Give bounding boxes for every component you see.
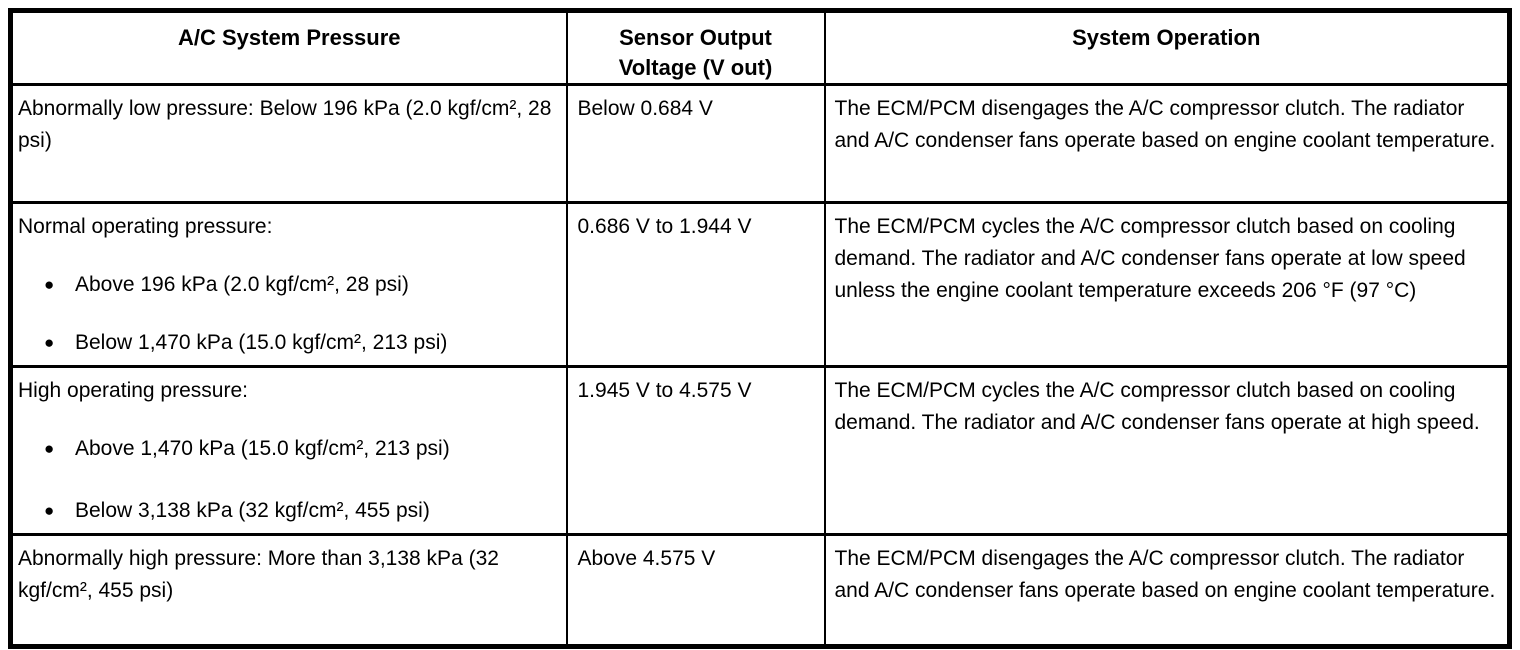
pressure-bullet: Above 1,470 kPa (15.0 kgf/cm², 213 psi)	[18, 433, 556, 465]
table-row-abnormally-high: Abnormally high pressure: More than 3,13…	[9, 533, 1511, 648]
pressure-intro: Normal operating pressure:	[18, 215, 273, 238]
table-row-normal-pressure: Normal operating pressure: Above 196 kPa…	[9, 201, 1511, 368]
operation-cell: The ECM/PCM disengages the A/C compresso…	[823, 533, 1511, 648]
pressure-bullet: Above 196 kPa (2.0 kgf/cm², 28 psi)	[18, 269, 556, 301]
pressure-intro: High operating pressure:	[18, 379, 248, 402]
voltage-cell: Above 4.575 V	[565, 533, 826, 648]
pressure-bullet-text: Below 3,138 kPa (32 kgf/cm², 455 psi)	[75, 499, 430, 522]
voltage-cell: 0.686 V to 1.944 V	[565, 201, 826, 368]
operation-cell: The ECM/PCM cycles the A/C compressor cl…	[823, 365, 1511, 536]
operation-text: The ECM/PCM disengages the A/C compresso…	[834, 97, 1496, 152]
voltage-text: 1.945 V to 4.575 V	[577, 379, 752, 402]
table-row-abnormally-low: Abnormally low pressure: Below 196 kPa (…	[9, 83, 1511, 204]
voltage-text: 0.686 V to 1.944 V	[577, 215, 752, 238]
operation-text: The ECM/PCM cycles the A/C compressor cl…	[834, 215, 1466, 302]
ac-pressure-sensor-table: A/C System Pressure Sensor Output Voltag…	[8, 8, 1512, 649]
pressure-text: Abnormally high pressure: More than 3,13…	[18, 547, 499, 602]
pressure-cell: High operating pressure: Above 1,470 kPa…	[9, 365, 568, 536]
header-row: A/C System Pressure Sensor Output Voltag…	[9, 9, 1511, 86]
pressure-cell: Abnormally high pressure: More than 3,13…	[9, 533, 568, 648]
column-header-voltage-label: Sensor Output Voltage (V out)	[618, 25, 773, 80]
pressure-bullet-text: Below 1,470 kPa (15.0 kgf/cm², 213 psi)	[75, 331, 448, 354]
bullet-icon	[44, 327, 54, 359]
pressure-bullet-list: Above 196 kPa (2.0 kgf/cm², 28 psi) Belo…	[18, 269, 556, 359]
operation-cell: The ECM/PCM disengages the A/C compresso…	[823, 83, 1511, 204]
column-header-operation-label: System Operation	[1072, 25, 1261, 50]
column-header-voltage: Sensor Output Voltage (V out)	[565, 9, 826, 86]
operation-cell: The ECM/PCM cycles the A/C compressor cl…	[823, 201, 1511, 368]
voltage-cell: 1.945 V to 4.575 V	[565, 365, 826, 536]
pressure-bullet-text: Above 196 kPa (2.0 kgf/cm², 28 psi)	[75, 273, 409, 296]
operation-text: The ECM/PCM cycles the A/C compressor cl…	[834, 379, 1480, 434]
column-header-pressure-label: A/C System Pressure	[177, 25, 401, 50]
voltage-cell: Below 0.684 V	[565, 83, 826, 204]
bullet-icon	[44, 495, 54, 527]
pressure-text: Abnormally low pressure: Below 196 kPa (…	[18, 97, 552, 152]
pressure-cell: Abnormally low pressure: Below 196 kPa (…	[9, 83, 568, 204]
table-row-high-pressure: High operating pressure: Above 1,470 kPa…	[9, 365, 1511, 536]
ac-pressure-sensor-table-wrap: A/C System Pressure Sensor Output Voltag…	[8, 8, 1512, 649]
voltage-text: Above 4.575 V	[577, 547, 716, 570]
voltage-text: Below 0.684 V	[577, 97, 713, 120]
pressure-bullet-list: Above 1,470 kPa (15.0 kgf/cm², 213 psi) …	[18, 433, 556, 527]
bullet-icon	[44, 269, 54, 301]
pressure-bullet: Below 1,470 kPa (15.0 kgf/cm², 213 psi)	[18, 327, 556, 359]
column-header-operation: System Operation	[823, 9, 1511, 86]
bullet-icon	[44, 433, 54, 465]
operation-text: The ECM/PCM disengages the A/C compresso…	[834, 547, 1496, 602]
column-header-pressure: A/C System Pressure	[9, 9, 568, 86]
pressure-bullet: Below 3,138 kPa (32 kgf/cm², 455 psi)	[18, 495, 556, 527]
pressure-cell: Normal operating pressure: Above 196 kPa…	[9, 201, 568, 368]
pressure-bullet-text: Above 1,470 kPa (15.0 kgf/cm², 213 psi)	[75, 437, 450, 460]
